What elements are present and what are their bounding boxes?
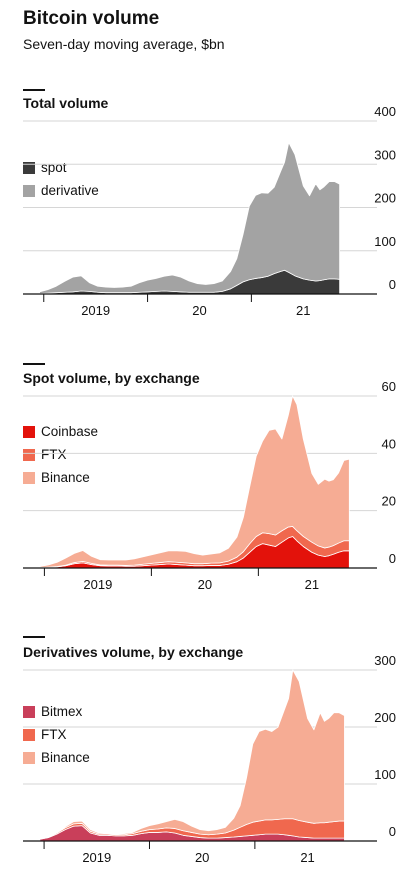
- x-tick-label: 21: [296, 303, 310, 318]
- panel-rule: [23, 89, 45, 91]
- area-series-binance: [39, 395, 350, 568]
- legend: Coinbase FTX Binance: [23, 420, 98, 489]
- y-tick-label: 100: [374, 767, 396, 782]
- legend-item-binance: Binance: [23, 466, 98, 489]
- y-tick-label: 400: [374, 104, 396, 119]
- panel-spot-volume: Spot volume, by exchange Coinbase FTX Bi…: [0, 361, 420, 611]
- chart-title: Bitcoin volume: [23, 8, 160, 29]
- legend-item-coinbase: Coinbase: [23, 420, 98, 443]
- panel-derivatives-volume: Derivatives volume, by exchange Bitmex F…: [0, 634, 420, 884]
- y-tick-label: 300: [374, 147, 396, 162]
- y-tick-label: 100: [374, 234, 396, 249]
- legend-swatch-binance: [23, 471, 35, 484]
- legend-swatch-bitmex: [23, 705, 35, 718]
- legend-item-derivative: derivative: [23, 179, 99, 202]
- y-tick-label: 200: [374, 191, 396, 206]
- x-tick-label: 20: [198, 577, 212, 592]
- y-tick-label: 0: [389, 277, 396, 292]
- x-tick-label: 20: [192, 303, 206, 318]
- legend-item-ftx: FTX: [23, 723, 90, 746]
- area-series-binance: [39, 669, 345, 840]
- area-chart-spot: 0 20 40 60 2019 20 21: [23, 379, 396, 592]
- legend-swatch-derivative: [23, 184, 35, 197]
- legend-label: Coinbase: [41, 424, 99, 439]
- y-tick-label: 200: [374, 710, 396, 725]
- legend-label: Binance: [41, 470, 90, 485]
- panel-title: Spot volume, by exchange: [23, 370, 200, 386]
- legend-item-binance: Binance: [23, 746, 90, 769]
- x-tick-label: 21: [300, 850, 314, 865]
- legend-label: FTX: [41, 727, 67, 742]
- legend: Bitmex FTX Binance: [23, 700, 90, 769]
- y-tick-label: 60: [382, 379, 396, 394]
- y-tick-label: 40: [382, 436, 396, 451]
- y-tick-label: 300: [374, 653, 396, 668]
- panel-title: Total volume: [23, 95, 109, 111]
- legend-label: derivative: [41, 183, 99, 198]
- legend-swatch-ftx: [23, 728, 35, 741]
- legend-label: Binance: [41, 750, 90, 765]
- x-tick-label: 20: [195, 850, 209, 865]
- legend-swatch-coinbase: [23, 425, 35, 438]
- legend-swatch-binance: [23, 751, 35, 764]
- area-series-derivative: [39, 142, 341, 294]
- y-tick-label: 0: [389, 824, 396, 839]
- panel-rule: [23, 636, 45, 638]
- x-tick-label: 21: [305, 577, 319, 592]
- panel-rule: [23, 363, 45, 365]
- legend-swatch-ftx: [23, 448, 35, 461]
- x-tick-label: 2019: [81, 303, 110, 318]
- legend-item-bitmex: Bitmex: [23, 700, 90, 723]
- area-chart-total: 0 100 200 300 400 2019 20 21: [23, 104, 396, 318]
- chart-subtitle: Seven-day moving average, $bn: [23, 36, 225, 52]
- x-tick-label: 2019: [83, 577, 112, 592]
- legend-label: FTX: [41, 447, 67, 462]
- legend-label: Bitmex: [41, 704, 83, 719]
- x-tick-label: 2019: [82, 850, 111, 865]
- panel-total-volume: Total volume spot derivative 0 100 200 300 4…: [0, 86, 420, 336]
- panel-title: Derivatives volume, by exchange: [23, 644, 244, 660]
- area-chart-derivatives: 0 100 200 300 2019 20 21: [23, 653, 396, 865]
- y-tick-label: 20: [382, 494, 396, 509]
- y-tick-label: 0: [389, 551, 396, 566]
- legend-item-ftx: FTX: [23, 443, 98, 466]
